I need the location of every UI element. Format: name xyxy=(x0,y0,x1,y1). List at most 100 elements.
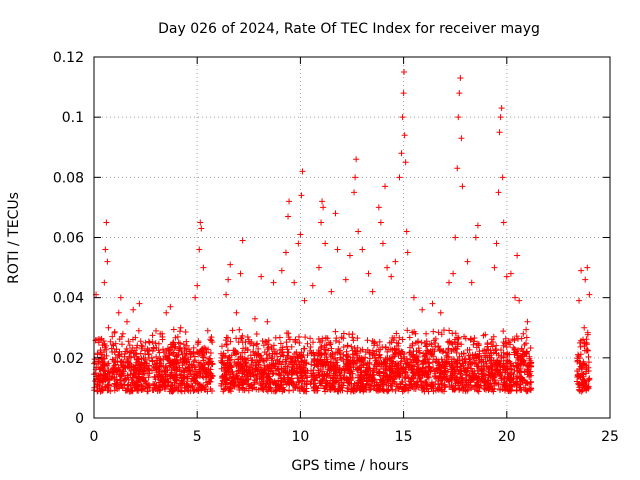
data-point xyxy=(359,357,366,364)
data-point xyxy=(182,329,189,335)
data-point xyxy=(444,354,451,361)
data-point xyxy=(343,348,350,355)
data-point xyxy=(490,388,497,395)
data-point xyxy=(97,349,104,356)
data-point xyxy=(504,361,511,368)
data-point xyxy=(276,334,283,341)
data-point xyxy=(419,306,426,313)
data-point xyxy=(298,384,305,391)
data-point xyxy=(518,345,525,352)
axis-ticks xyxy=(93,56,611,419)
data-point xyxy=(403,355,410,362)
data-point xyxy=(511,367,518,374)
data-point xyxy=(327,339,334,346)
data-point xyxy=(437,309,444,316)
data-point xyxy=(331,362,338,369)
data-point xyxy=(432,339,439,346)
data-point xyxy=(338,368,345,375)
data-point xyxy=(527,387,534,394)
data-point xyxy=(200,374,207,381)
data-point xyxy=(231,383,238,390)
data-point xyxy=(308,361,315,368)
y-tick-label: 0.02 xyxy=(53,351,84,367)
data-point xyxy=(359,246,366,253)
data-point xyxy=(410,294,417,301)
data-point xyxy=(391,376,398,383)
data-point xyxy=(523,388,530,395)
data-point xyxy=(420,350,427,357)
data-point xyxy=(292,336,299,343)
data-point xyxy=(474,222,481,229)
data-point xyxy=(173,377,180,384)
data-point xyxy=(349,370,356,377)
data-point xyxy=(459,360,466,367)
data-point xyxy=(224,347,231,354)
data-point xyxy=(298,373,305,380)
data-point xyxy=(289,367,296,374)
data-point xyxy=(472,383,479,390)
data-point xyxy=(322,388,329,395)
data-point xyxy=(414,353,421,360)
data-point xyxy=(516,368,523,375)
data-point xyxy=(128,349,135,356)
data-point xyxy=(465,352,472,359)
data-point xyxy=(201,349,208,356)
data-point xyxy=(311,372,318,379)
data-point xyxy=(584,329,591,336)
data-point xyxy=(219,373,226,380)
data-point xyxy=(382,355,389,362)
data-point xyxy=(140,355,147,362)
data-point xyxy=(320,361,327,368)
data-point xyxy=(219,343,226,350)
data-point xyxy=(332,354,339,361)
data-point xyxy=(172,372,179,379)
data-point xyxy=(340,344,347,351)
data-point xyxy=(385,386,392,393)
data-point xyxy=(252,368,259,375)
data-point xyxy=(115,352,122,359)
data-point xyxy=(506,369,513,376)
data-point xyxy=(424,347,431,354)
y-tick-label: 0.06 xyxy=(53,231,84,247)
data-point xyxy=(290,361,297,368)
data-point xyxy=(392,367,399,374)
data-point xyxy=(100,338,107,345)
data-point xyxy=(251,384,258,391)
data-point xyxy=(223,334,230,341)
data-point xyxy=(574,357,581,364)
data-point xyxy=(373,348,380,355)
data-point xyxy=(464,387,471,394)
data-point xyxy=(366,381,373,388)
data-point xyxy=(111,348,118,355)
data-point xyxy=(223,371,230,378)
data-point xyxy=(361,384,368,391)
data-point xyxy=(444,338,451,345)
data-point xyxy=(438,380,445,387)
data-point xyxy=(396,334,403,341)
data-point xyxy=(325,347,332,354)
data-point xyxy=(254,350,261,357)
data-point xyxy=(430,337,437,344)
data-point xyxy=(240,345,247,352)
data-point xyxy=(328,345,335,352)
data-point xyxy=(482,358,489,365)
data-point xyxy=(470,341,477,348)
data-point xyxy=(384,264,391,271)
data-point xyxy=(146,346,153,353)
data-point xyxy=(497,114,504,121)
data-point xyxy=(366,386,373,393)
data-point xyxy=(513,348,520,355)
data-point xyxy=(285,213,292,220)
data-point xyxy=(226,360,233,367)
data-point xyxy=(453,360,460,367)
data-point xyxy=(417,374,424,381)
data-point xyxy=(452,358,459,365)
data-point xyxy=(409,329,416,336)
data-point xyxy=(194,370,201,377)
data-point xyxy=(502,335,509,342)
data-point xyxy=(194,282,201,289)
data-point xyxy=(435,362,442,369)
data-point xyxy=(467,335,474,342)
data-point xyxy=(311,384,318,391)
